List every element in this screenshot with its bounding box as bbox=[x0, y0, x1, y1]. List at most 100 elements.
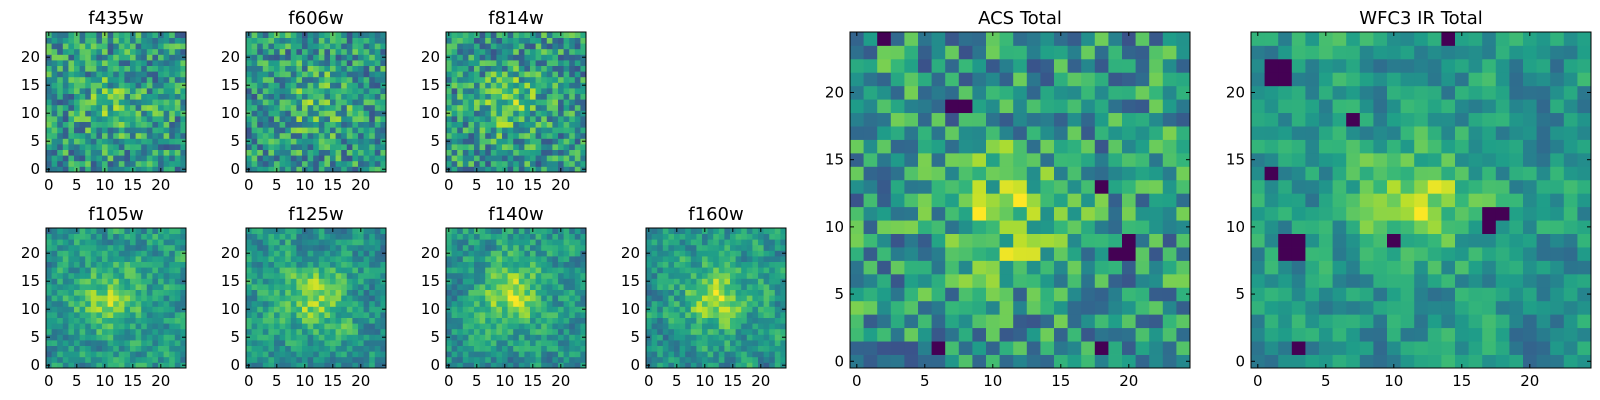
heatmap-cell bbox=[524, 267, 531, 274]
heatmap-cell bbox=[107, 244, 114, 251]
heatmap-cell bbox=[758, 328, 764, 335]
heatmap-cell bbox=[668, 239, 675, 246]
y-tick-label: 5 bbox=[230, 328, 240, 346]
heatmap-cell bbox=[904, 341, 919, 355]
heatmap-cell bbox=[324, 256, 331, 262]
heatmap-cell bbox=[335, 295, 342, 302]
heatmap-cell bbox=[1081, 193, 1096, 208]
heatmap-cell bbox=[118, 289, 125, 296]
heatmap-cell bbox=[502, 306, 508, 313]
heatmap-cell bbox=[68, 160, 75, 167]
heatmap-cell bbox=[130, 132, 136, 139]
heatmap-cell bbox=[268, 239, 275, 246]
heatmap-cell bbox=[541, 228, 548, 234]
heatmap-cell bbox=[552, 267, 559, 274]
heatmap-cell bbox=[90, 82, 97, 89]
heatmap-cell bbox=[318, 88, 325, 94]
heatmap-cell bbox=[341, 149, 348, 156]
heatmap-cell bbox=[741, 239, 748, 246]
heatmap-cell bbox=[57, 345, 64, 352]
heatmap-cell bbox=[279, 155, 286, 162]
heatmap-cell bbox=[707, 323, 714, 330]
heatmap-cell bbox=[279, 267, 286, 274]
heatmap-cell bbox=[74, 272, 80, 279]
heatmap-cell bbox=[279, 323, 286, 330]
heatmap-cell bbox=[558, 76, 564, 83]
heatmap-cell bbox=[141, 65, 148, 72]
heatmap-cell bbox=[380, 351, 387, 358]
heatmap-cell bbox=[474, 144, 480, 150]
heatmap-cell bbox=[62, 32, 69, 38]
heatmap-cell bbox=[335, 233, 342, 240]
x-tick-label: 10 bbox=[95, 372, 114, 390]
heatmap-cell bbox=[346, 272, 353, 279]
heatmap-cell bbox=[79, 340, 86, 346]
heatmap-cell bbox=[341, 244, 348, 251]
heatmap-cell bbox=[769, 356, 776, 363]
heatmap-cell bbox=[102, 82, 108, 89]
heatmap-cell bbox=[457, 76, 464, 83]
heatmap-cell bbox=[702, 256, 708, 262]
heatmap-cell bbox=[324, 37, 331, 44]
heatmap-cell bbox=[102, 267, 108, 274]
heatmap-cell bbox=[318, 345, 325, 352]
heatmap-cell bbox=[85, 149, 92, 156]
heatmap-cell bbox=[496, 261, 503, 268]
heatmap-cell bbox=[758, 312, 764, 318]
heatmap-cell bbox=[718, 272, 725, 279]
heatmap-cell bbox=[163, 104, 170, 111]
heatmap-cell bbox=[1135, 166, 1150, 181]
heatmap-cell bbox=[707, 244, 714, 251]
heatmap-cell bbox=[346, 48, 353, 55]
heatmap-cell bbox=[451, 239, 458, 246]
heatmap-cell bbox=[313, 250, 320, 257]
heatmap-cell bbox=[468, 261, 475, 268]
heatmap-cell bbox=[124, 138, 131, 145]
heatmap-cell bbox=[558, 356, 564, 363]
heatmap-cell bbox=[780, 289, 787, 296]
heatmap-cell bbox=[696, 244, 703, 251]
heatmap-cell bbox=[674, 256, 680, 262]
heatmap-cell bbox=[374, 54, 381, 61]
heatmap-cell bbox=[346, 312, 353, 318]
heatmap-cell bbox=[307, 48, 314, 55]
heatmap-cell bbox=[468, 104, 475, 111]
heatmap-cell bbox=[302, 356, 308, 363]
heatmap-cell bbox=[541, 356, 548, 363]
heatmap-cell bbox=[679, 306, 686, 313]
heatmap-cell bbox=[257, 166, 264, 173]
heatmap-cell bbox=[180, 267, 187, 274]
heatmap-cell bbox=[1026, 220, 1041, 234]
heatmap-cell bbox=[462, 127, 469, 134]
heatmap-cell bbox=[124, 256, 131, 262]
heatmap-cell bbox=[180, 121, 187, 128]
heatmap-cell bbox=[74, 144, 80, 150]
heatmap-cell bbox=[318, 138, 325, 145]
heatmap-cell bbox=[546, 43, 553, 50]
heatmap-cell bbox=[724, 272, 731, 279]
heatmap-cell bbox=[318, 306, 325, 313]
heatmap-cell bbox=[346, 244, 353, 251]
heatmap-cell bbox=[758, 340, 764, 346]
heatmap-cell bbox=[1162, 220, 1177, 234]
heatmap-cell bbox=[296, 43, 303, 50]
heatmap-cell bbox=[268, 267, 275, 274]
heatmap-cell bbox=[580, 155, 587, 162]
heatmap-cell bbox=[558, 104, 564, 111]
heatmap-cell bbox=[518, 43, 525, 50]
heatmap-cell bbox=[324, 250, 331, 257]
heatmap-cell bbox=[146, 289, 153, 296]
heatmap-cell bbox=[113, 295, 120, 302]
heatmap-cell bbox=[313, 278, 320, 285]
heatmap-cell bbox=[152, 317, 159, 324]
heatmap-cell bbox=[535, 300, 542, 307]
heatmap-cell bbox=[62, 116, 69, 122]
heatmap-cell bbox=[251, 37, 258, 44]
heatmap-cell bbox=[890, 233, 905, 248]
heatmap-cell bbox=[113, 48, 120, 55]
heatmap-cell bbox=[107, 144, 114, 150]
heatmap-cell bbox=[262, 345, 269, 352]
heatmap-cell bbox=[285, 54, 292, 61]
heatmap-cell bbox=[68, 88, 75, 94]
heatmap-cell bbox=[462, 43, 469, 50]
